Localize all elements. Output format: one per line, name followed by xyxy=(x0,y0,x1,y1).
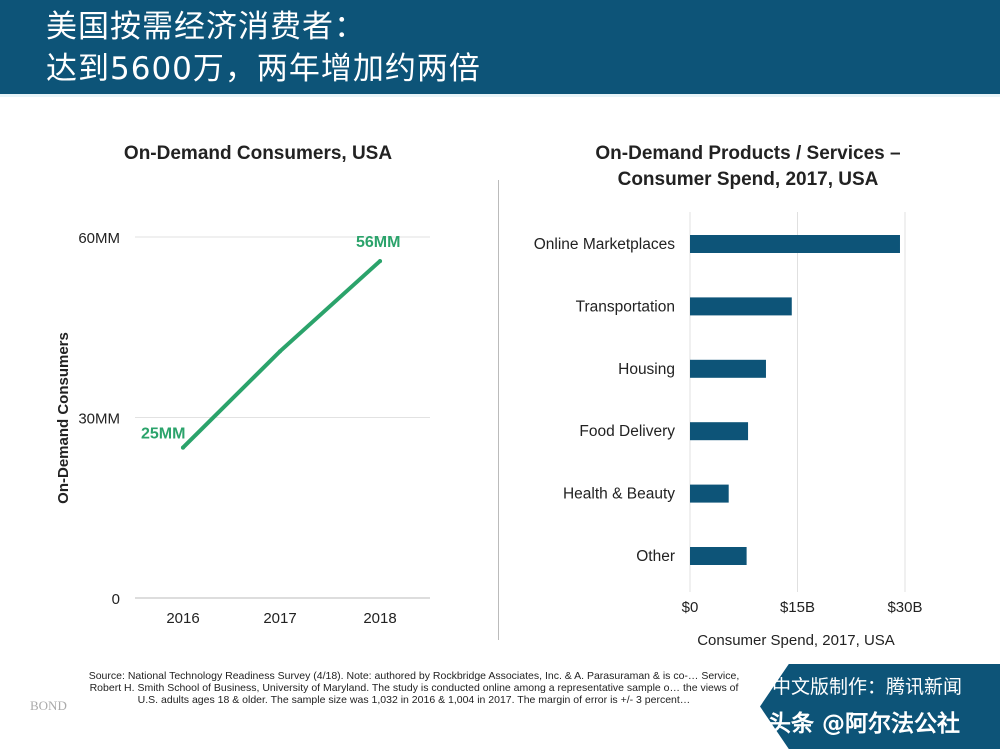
title-line-1: 美国按需经济消费者： xyxy=(46,9,366,45)
line-chart: On-Demand Consumers, USA On-Demand Consu… xyxy=(55,143,430,627)
header-banner: 美国按需经济消费者： 达到5600万，两年增加约两倍 xyxy=(0,0,1000,97)
bar xyxy=(690,359,766,378)
bar-chart-title-line2: Consumer Spend, 2017, USA xyxy=(618,169,879,190)
data-point xyxy=(378,259,382,264)
bar xyxy=(690,547,747,565)
y-tick-label: 0 xyxy=(112,591,120,608)
line-chart-title: On-Demand Consumers, USA xyxy=(124,143,392,164)
category-label: Online Marketplaces xyxy=(534,236,676,253)
source-note: Source: National Technology Readiness Su… xyxy=(88,670,740,706)
bar-chart: On-Demand Products / Services – Consumer… xyxy=(534,143,923,649)
category-label: Health & Beauty xyxy=(563,486,675,503)
x-tick-label: 2017 xyxy=(263,610,296,627)
x-tick-label: $0 xyxy=(682,599,699,616)
bar-chart-title-line1: On-Demand Products / Services – xyxy=(595,143,900,164)
data-point xyxy=(278,349,282,354)
category-label: Transportation xyxy=(576,298,675,315)
y-tick-label: 30MM xyxy=(78,411,120,428)
data-label: 56MM xyxy=(356,234,400,251)
chart-divider xyxy=(498,180,499,640)
bar xyxy=(690,484,729,503)
bar-chart-xlabel: Consumer Spend, 2017, USA xyxy=(697,632,895,649)
category-label: Other xyxy=(636,548,675,565)
watermark-line1: 中文版制作：腾讯新闻 xyxy=(772,676,963,698)
watermark-line2: 头条 @阿尔法公社 xyxy=(768,711,961,737)
line-chart-ylabel: On-Demand Consumers xyxy=(55,332,72,504)
bond-logo: BOND xyxy=(30,698,67,713)
x-tick-label: $15B xyxy=(780,599,815,616)
bar xyxy=(690,297,792,316)
data-label: 25MM xyxy=(141,426,185,443)
page-title: 美国按需经济消费者： 达到5600万，两年增加约两倍 xyxy=(46,6,481,90)
watermark-badge xyxy=(760,664,1000,749)
x-tick-label: $30B xyxy=(887,599,922,616)
bar xyxy=(690,235,900,253)
category-label: Housing xyxy=(618,361,675,378)
title-line-2: 达到5600万，两年增加约两倍 xyxy=(46,51,481,87)
bar xyxy=(690,422,749,441)
series-line xyxy=(181,259,382,450)
data-point xyxy=(181,445,185,450)
x-tick-label: 2016 xyxy=(166,610,199,627)
y-tick-label: 60MM xyxy=(78,230,120,247)
x-tick-label: 2018 xyxy=(363,610,396,627)
category-label: Food Delivery xyxy=(579,423,675,440)
